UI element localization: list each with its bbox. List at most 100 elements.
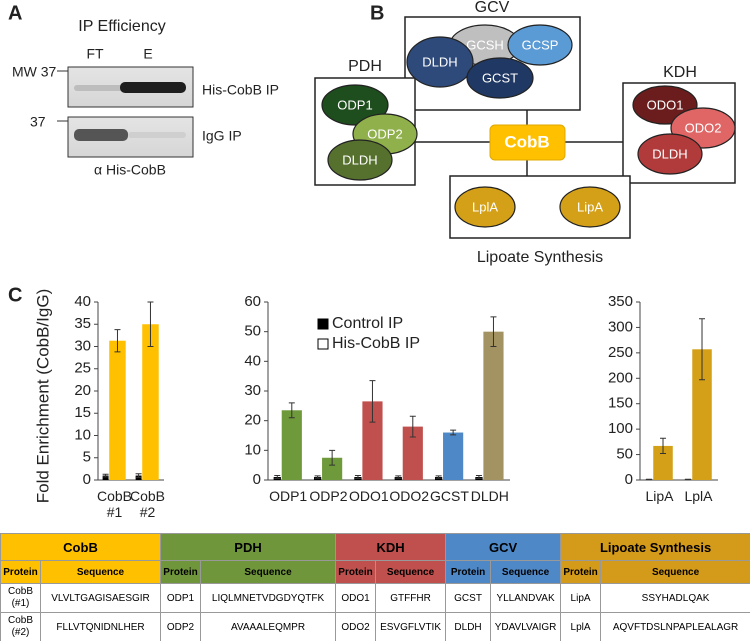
- group-label: GCV: [475, 0, 510, 16]
- column-header: Protein: [335, 560, 377, 584]
- protein-label: ODO2: [685, 120, 722, 135]
- protein-cell: CobB (#1): [0, 583, 41, 613]
- legend-label: Control IP: [332, 315, 403, 332]
- y-tick-label: 0: [625, 471, 633, 488]
- sequence-cell: AVAAALEQMPR: [200, 612, 337, 641]
- protein-cell: DLDH: [445, 612, 492, 641]
- blot-label: IgG IP: [202, 128, 242, 144]
- protein-node: [454, 186, 516, 228]
- error-bar: [490, 316, 497, 347]
- bar: [653, 445, 673, 480]
- bar: [692, 349, 712, 480]
- error-bar: [354, 475, 361, 480]
- y-tick-label: 200: [608, 369, 633, 386]
- error-bar: [114, 329, 121, 353]
- protein-label: ODP2: [367, 126, 402, 141]
- protein-node: [406, 36, 474, 88]
- bar: [102, 475, 109, 480]
- y-axis-label: Fold Enrichment (CobB/IgG): [33, 289, 52, 503]
- y-tick-label: 250: [608, 344, 633, 361]
- x-tick-label: GCST: [430, 488, 469, 504]
- y-tick-label: 15: [74, 404, 91, 421]
- protein-node: [559, 186, 621, 228]
- protein-node: [637, 133, 703, 175]
- sequence-cell: YDAVLVAIGR: [490, 612, 562, 641]
- panel-label: C: [8, 284, 22, 306]
- blot-title: IP Efficiency: [78, 18, 165, 35]
- group-header-row: CobB PDH KDH GCV Lipoate Synthesis: [0, 533, 750, 561]
- bar: [281, 410, 302, 480]
- panel-label: B: [370, 2, 384, 24]
- protein-cell: LipA: [560, 583, 602, 613]
- sequence-cell: FLLVTQNIDNLHER: [39, 612, 162, 641]
- error-bar: [699, 318, 706, 381]
- error-bar: [684, 478, 691, 481]
- group-header: PDH: [160, 533, 337, 561]
- sequence-cell: SSYHADLQAK: [600, 583, 750, 613]
- legend-swatch: [317, 318, 329, 330]
- x-tick-label: LplA: [684, 488, 713, 504]
- protein-label: LipA: [577, 199, 603, 214]
- center-label: CobB: [504, 132, 549, 151]
- protein-label: DLDH: [422, 54, 457, 69]
- y-tick-label: 50: [244, 323, 261, 340]
- blot-label: His-CobB IP: [202, 82, 279, 98]
- protein-label: ODO1: [647, 97, 684, 112]
- sequence-cell: ESVGFLVTIK: [375, 612, 447, 641]
- x-tick-label: CobB #1: [96, 488, 133, 520]
- error-bar: [475, 475, 482, 480]
- protein-cell: ODP2: [160, 612, 202, 641]
- protein-cell: GCST: [445, 583, 492, 613]
- y-tick-label: 5: [83, 449, 91, 466]
- protein-node: [507, 24, 573, 66]
- protein-cell: ODO1: [335, 583, 377, 613]
- protein-cell: CobB (#2): [0, 612, 41, 641]
- y-tick-label: 60: [244, 293, 261, 310]
- y-tick-label: 10: [244, 441, 261, 458]
- x-tick-label: ODO2: [389, 488, 429, 504]
- y-tick-label: 50: [616, 446, 633, 463]
- blot-band: [120, 82, 186, 93]
- bar: [362, 401, 383, 480]
- y-tick-label: 10: [74, 426, 91, 443]
- x-tick-label: DLDH: [470, 488, 509, 504]
- mw-marker: MW 37: [12, 64, 57, 80]
- bar: [142, 324, 159, 480]
- y-tick-label: 30: [74, 337, 91, 354]
- protein-label: GCST: [482, 70, 518, 85]
- error-bar: [395, 475, 402, 479]
- group-label: Lipoate Synthesis: [477, 249, 603, 266]
- y-tick-label: 20: [244, 412, 261, 429]
- x-tick-label: ODP1: [269, 488, 308, 504]
- bar: [402, 426, 423, 480]
- lane-label: FT: [86, 46, 104, 62]
- protein-label: GCSP: [522, 37, 559, 52]
- protein-label: DLDH: [342, 152, 377, 167]
- x-tick-label: ODO1: [348, 488, 389, 504]
- bar: [109, 340, 126, 480]
- error-bar: [645, 478, 652, 481]
- column-header-row: Protein Sequence Protein Sequence Protein Seq…: [0, 560, 750, 584]
- group-header: GCV: [445, 533, 562, 561]
- panel-label: A: [8, 2, 22, 24]
- y-tick-label: 150: [608, 395, 633, 412]
- blot-band: [74, 129, 128, 141]
- error-bar: [660, 437, 667, 455]
- error-bar: [329, 449, 336, 466]
- column-header: Sequence: [490, 560, 562, 584]
- protein-label: GCSH: [466, 37, 504, 52]
- protein-node: [466, 57, 534, 99]
- column-header: Protein: [560, 560, 602, 584]
- group-header: Lipoate Synthesis: [560, 533, 750, 561]
- protein-cell: LplA: [560, 612, 602, 641]
- y-tick-label: 40: [74, 293, 91, 310]
- lane-label: E: [143, 46, 152, 62]
- sequence-cell: LIQLMNETVDGDYQTFK: [200, 583, 337, 613]
- sequence-cell: YLLANDVAK: [490, 583, 562, 613]
- protein-cell: ODO2: [335, 612, 377, 641]
- sequence-cell: GTFFHR: [375, 583, 447, 613]
- error-bar: [135, 473, 142, 478]
- bar: [483, 331, 504, 480]
- y-tick-label: 100: [608, 420, 633, 437]
- x-tick-label: CobB #2: [129, 488, 166, 520]
